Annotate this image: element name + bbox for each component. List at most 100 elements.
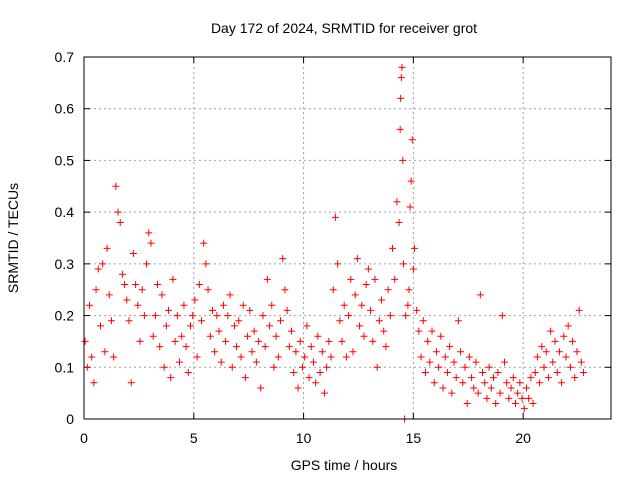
data-point — [206, 332, 214, 340]
data-point — [191, 296, 199, 304]
data-point — [88, 353, 96, 361]
data-point — [325, 337, 333, 345]
data-point — [514, 389, 522, 397]
data-point — [116, 218, 124, 226]
y-tick-label: 0.7 — [55, 49, 75, 65]
data-point — [364, 265, 372, 273]
data-point — [340, 301, 348, 309]
data-point — [393, 198, 401, 206]
data-point — [468, 374, 476, 382]
data-point — [246, 306, 254, 314]
data-point — [463, 399, 471, 407]
x-tick-label: 5 — [190, 430, 198, 446]
data-point — [369, 337, 377, 345]
data-point — [307, 343, 315, 351]
x-tick-label: 10 — [296, 430, 312, 446]
data-point — [505, 394, 513, 402]
data-point — [314, 332, 322, 340]
data-point — [151, 312, 159, 320]
data-point — [577, 358, 585, 366]
y-tick-label: 0.3 — [55, 256, 75, 272]
data-point — [405, 286, 413, 294]
data-point — [244, 332, 252, 340]
data-point — [564, 322, 572, 330]
data-point — [233, 343, 241, 351]
data-point — [483, 394, 491, 402]
data-point — [421, 368, 429, 376]
data-point — [173, 312, 181, 320]
data-point — [542, 348, 550, 356]
y-axis-title: SRMTID / TECUs — [5, 183, 21, 293]
data-point — [277, 317, 285, 325]
data-point — [202, 260, 210, 268]
data-point — [498, 312, 506, 320]
data-point — [490, 374, 498, 382]
data-point — [555, 348, 563, 356]
data-point — [395, 218, 403, 226]
data-point — [410, 244, 418, 252]
data-point — [184, 368, 192, 376]
data-point — [580, 368, 588, 376]
data-point — [404, 301, 412, 309]
x-tick-label: 0 — [80, 430, 88, 446]
x-tick-label: 15 — [406, 430, 422, 446]
data-point — [386, 312, 394, 320]
data-point — [507, 384, 515, 392]
data-point — [470, 384, 478, 392]
data-point — [176, 358, 184, 366]
data-point — [397, 74, 405, 82]
data-point — [178, 332, 186, 340]
data-point — [494, 368, 502, 376]
data-point — [165, 306, 173, 314]
data-point — [558, 379, 566, 387]
data-point — [298, 363, 306, 371]
data-point — [211, 348, 219, 356]
data-point — [547, 327, 555, 335]
data-point — [479, 368, 487, 376]
data-point — [272, 332, 280, 340]
data-point — [531, 368, 539, 376]
data-point — [448, 389, 456, 397]
data-point — [118, 270, 126, 278]
data-point — [316, 368, 324, 376]
data-point — [380, 327, 388, 335]
data-point — [457, 348, 465, 356]
data-point — [230, 322, 238, 330]
data-point — [362, 281, 370, 289]
data-point — [217, 358, 225, 366]
data-point — [540, 363, 548, 371]
data-point — [290, 368, 298, 376]
x-axis-title: GPS time / hours — [291, 457, 398, 473]
data-point — [472, 358, 480, 366]
data-point — [285, 343, 293, 351]
data-point — [162, 322, 170, 330]
data-point — [338, 337, 346, 345]
data-point — [235, 317, 243, 325]
data-point — [92, 286, 100, 294]
data-point — [551, 337, 559, 345]
data-point — [503, 379, 511, 387]
data-point — [399, 260, 407, 268]
data-point — [413, 306, 421, 314]
data-point — [437, 332, 445, 340]
data-point — [441, 353, 449, 361]
data-point — [261, 343, 269, 351]
data-point — [371, 275, 379, 283]
data-point — [373, 363, 381, 371]
data-point — [132, 281, 140, 289]
data-point — [112, 182, 120, 190]
data-point — [90, 379, 98, 387]
data-point — [407, 177, 415, 185]
data-point — [263, 275, 271, 283]
y-tick-label: 0.2 — [55, 308, 75, 324]
y-tick-label: 0.1 — [55, 359, 75, 375]
data-point — [318, 348, 326, 356]
data-point — [430, 379, 438, 387]
data-point — [375, 317, 383, 325]
data-point — [105, 291, 113, 299]
data-point — [248, 348, 256, 356]
data-point — [213, 312, 221, 320]
data-point — [241, 374, 249, 382]
x-tick-label: 20 — [515, 430, 531, 446]
